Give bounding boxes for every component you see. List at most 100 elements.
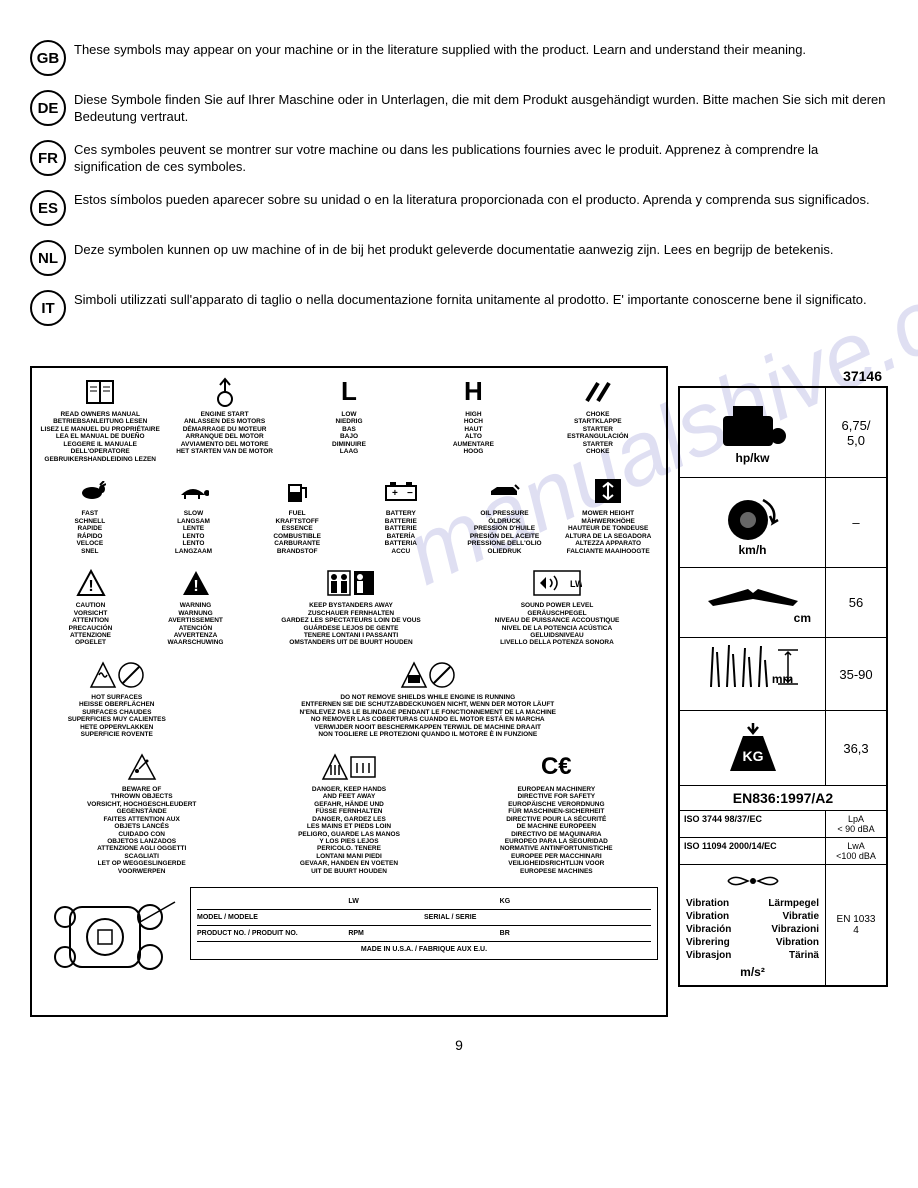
bystanders-icon: [250, 567, 452, 599]
symbol-low: L LOW NIEDRIG BAS BAJO DIMINUIRE LAAG: [289, 376, 409, 463]
spec-table: hp/kw 6,75/ 5,0 km/h – cm 56: [678, 386, 888, 987]
blade-icon: cm: [680, 568, 826, 637]
spec-iso-2: ISO 11094 2000/14/EC LwA <100 dBA: [680, 838, 886, 865]
symbol-caution: ! CAUTION VORSICHT ATTENTION PRECAUCIÓN …: [40, 567, 141, 647]
symbol-label: OIL PRESSURE ÖLDRUCK PRESSION D'HUILE PR…: [455, 510, 555, 555]
symbol-label: DANGER, KEEP HANDS AND FEET AWAY GEFAHR,…: [247, 786, 450, 876]
spec-row-cm: cm 56: [680, 568, 886, 638]
warning-icon: !: [145, 567, 246, 599]
label-plate: LWKG MODEL / MODELESERIAL / SERIE PRODUC…: [190, 887, 658, 960]
svg-text:!: !: [88, 578, 93, 595]
symbol-ce: C€ EUROPEAN MACHINERY DIRECTIVE FOR SAFE…: [455, 751, 658, 876]
symbol-choke: CHOKE STARTKLAPPE STARTER ESTRANGULACIÓN…: [538, 376, 658, 463]
symbol-label: CHOKE STARTKLAPPE STARTER ESTRANGULACIÓN…: [538, 411, 658, 456]
symbol-label: FUEL KRAFTSTOFF ESSENCE COMBUSTIBLE CARB…: [247, 510, 347, 555]
lang-row-gb: GB These symbols may appear on your mach…: [30, 40, 888, 76]
symbol-label: READ OWNERS MANUAL BETRIEBSANLEITUNG LES…: [40, 411, 160, 463]
ce-icon: C€: [455, 751, 658, 783]
lang-row-nl: NL Deze symbolen kunnen op uw machine of…: [30, 240, 888, 276]
svg-text:−: −: [407, 488, 413, 499]
fuel-icon: [247, 475, 347, 507]
symbol-row-2: FAST SCHNELL RAPIDE RÁPIDO VELOCE SNEL S…: [40, 475, 658, 555]
symbol-row-4: HOT SURFACES HEISSE OBERFLÄCHEN SURFACES…: [40, 659, 658, 739]
spec-row-mm: mm 35-90: [680, 638, 886, 711]
sound-icon: LWA: [456, 567, 658, 599]
symbol-label: FAST SCHNELL RAPIDE RÁPIDO VELOCE SNEL: [40, 510, 140, 555]
spec-row-kg: KG 36,3: [680, 711, 886, 786]
symbol-warning: ! WARNING WARNUNG AVERTISSEMENT ATENCIÓN…: [145, 567, 246, 647]
symbol-fuel: FUEL KRAFTSTOFF ESSENCE COMBUSTIBLE CARB…: [247, 475, 347, 555]
symbol-hands-feet: DANGER, KEEP HANDS AND FEET AWAY GEFAHR,…: [247, 751, 450, 876]
symbol-label: BEWARE OF THROWN OBJECTS VORSICHT, HOCHG…: [40, 786, 243, 876]
part-number: 37146: [678, 366, 888, 386]
hands-feet-icon: [247, 751, 450, 783]
vibration-value: EN 1033 4: [826, 865, 886, 985]
symbol-manual: READ OWNERS MANUAL BETRIEBSANLEITUNG LES…: [40, 376, 160, 463]
page-number: 9: [30, 1037, 888, 1053]
symbol-hot: HOT SURFACES HEISSE OBERFLÄCHEN SURFACES…: [40, 659, 194, 739]
lang-row-it: IT Simboli utilizzati sull'apparato di t…: [30, 290, 888, 326]
symbol-label: EUROPEAN MACHINERY DIRECTIVE FOR SAFETY …: [455, 786, 658, 876]
lang-row-de: DE Diese Symbole finden Sie auf Ihrer Ma…: [30, 90, 888, 126]
mower-diagram-icon: [40, 887, 180, 1007]
low-icon: L: [289, 376, 409, 408]
lang-text: These symbols may appear on your machine…: [74, 40, 806, 59]
symbol-label: SOUND POWER LEVEL GERÄUSCHPEGEL NIVEAU D…: [456, 602, 658, 647]
symbol-thrown: BEWARE OF THROWN OBJECTS VORSICHT, HOCHG…: [40, 751, 243, 876]
wheel-icon: km/h: [680, 478, 826, 567]
spec-panel: 37146 hp/kw 6,75/ 5,0 km/h – cm: [678, 366, 888, 1017]
lang-text: Ces symboles peuvent se montrer sur votr…: [74, 140, 888, 176]
lang-badge: FR: [30, 140, 66, 176]
caution-icon: !: [40, 567, 141, 599]
battery-icon: +−: [351, 475, 451, 507]
spec-value: 36,3: [826, 711, 886, 785]
choke-icon: [538, 376, 658, 408]
lang-text: Estos símbolos pueden aparecer sobre su …: [74, 190, 870, 209]
symbol-label: HOT SURFACES HEISSE OBERFLÄCHEN SURFACES…: [40, 694, 194, 739]
height-icon: [558, 475, 658, 507]
engine-icon: hp/kw: [680, 388, 826, 477]
label-plate-row: LWKG MODEL / MODELESERIAL / SERIE PRODUC…: [40, 887, 658, 1007]
svg-text:KG: KG: [742, 748, 763, 764]
svg-text:LWA: LWA: [570, 579, 582, 589]
hot-icon: [40, 659, 194, 691]
symbol-row-5: BEWARE OF THROWN OBJECTS VORSICHT, HOCHG…: [40, 751, 658, 876]
high-icon: H: [413, 376, 533, 408]
weight-icon: KG: [680, 711, 826, 785]
lang-text: Deze symbolen kunnen op uw machine of in…: [74, 240, 834, 259]
symbol-label: SLOW LANGSAM LENTE LENTO LENTO LANGZAAM: [144, 510, 244, 555]
symbol-high: H HIGH HOCH HAUT ALTO AUMENTARE HOOG: [413, 376, 533, 463]
spec-value: 6,75/ 5,0: [826, 388, 886, 477]
symbol-label: MOWER HEIGHT MÄHWERKHÖHE HAUTEUR DE TOND…: [558, 510, 658, 555]
manual-icon: [40, 376, 160, 408]
oil-icon: [455, 475, 555, 507]
symbol-label: DO NOT REMOVE SHIELDS WHILE ENGINE IS RU…: [198, 694, 659, 739]
spec-en-standard: EN836:1997/A2: [680, 786, 886, 811]
svg-text:+: +: [392, 488, 398, 499]
symbol-slow: SLOW LANGSAM LENTE LENTO LENTO LANGZAAM: [144, 475, 244, 555]
lang-row-es: ES Estos símbolos pueden aparecer sobre …: [30, 190, 888, 226]
symbol-shields: DO NOT REMOVE SHIELDS WHILE ENGINE IS RU…: [198, 659, 659, 739]
spec-row-kmh: km/h –: [680, 478, 886, 568]
rabbit-icon: [40, 475, 140, 507]
spec-value: –: [826, 478, 886, 567]
symbol-label: LOW NIEDRIG BAS BAJO DIMINUIRE LAAG: [289, 411, 409, 456]
symbols-panel: READ OWNERS MANUAL BETRIEBSANLEITUNG LES…: [30, 366, 668, 1017]
language-intro-section: GB These symbols may appear on your mach…: [30, 40, 888, 326]
symbol-bystanders: KEEP BYSTANDERS AWAY ZUSCHAUER FERNHALTE…: [250, 567, 452, 647]
main-content: READ OWNERS MANUAL BETRIEBSANLEITUNG LES…: [30, 366, 888, 1017]
symbol-label: KEEP BYSTANDERS AWAY ZUSCHAUER FERNHALTE…: [250, 602, 452, 647]
spec-value: 35-90: [826, 638, 886, 710]
shields-icon: [198, 659, 659, 691]
symbol-label: WARNING WARNUNG AVERTISSEMENT ATENCIÓN A…: [145, 602, 246, 647]
spec-row-hp: hp/kw 6,75/ 5,0: [680, 388, 886, 478]
lang-badge: ES: [30, 190, 66, 226]
symbol-sound: LWA SOUND POWER LEVEL GERÄUSCHPEGEL NIVE…: [456, 567, 658, 647]
symbol-engine-start: ENGINE START ANLASSEN DES MOTORS DÉMARRA…: [164, 376, 284, 463]
symbol-battery: +− BATTERY BATTERIE BATTERIE BATERÍA BAT…: [351, 475, 451, 555]
lang-badge: IT: [30, 290, 66, 326]
lang-text: Simboli utilizzati sull'apparato di tagl…: [74, 290, 867, 309]
thrown-icon: [40, 751, 243, 783]
lang-badge: GB: [30, 40, 66, 76]
lang-badge: DE: [30, 90, 66, 126]
